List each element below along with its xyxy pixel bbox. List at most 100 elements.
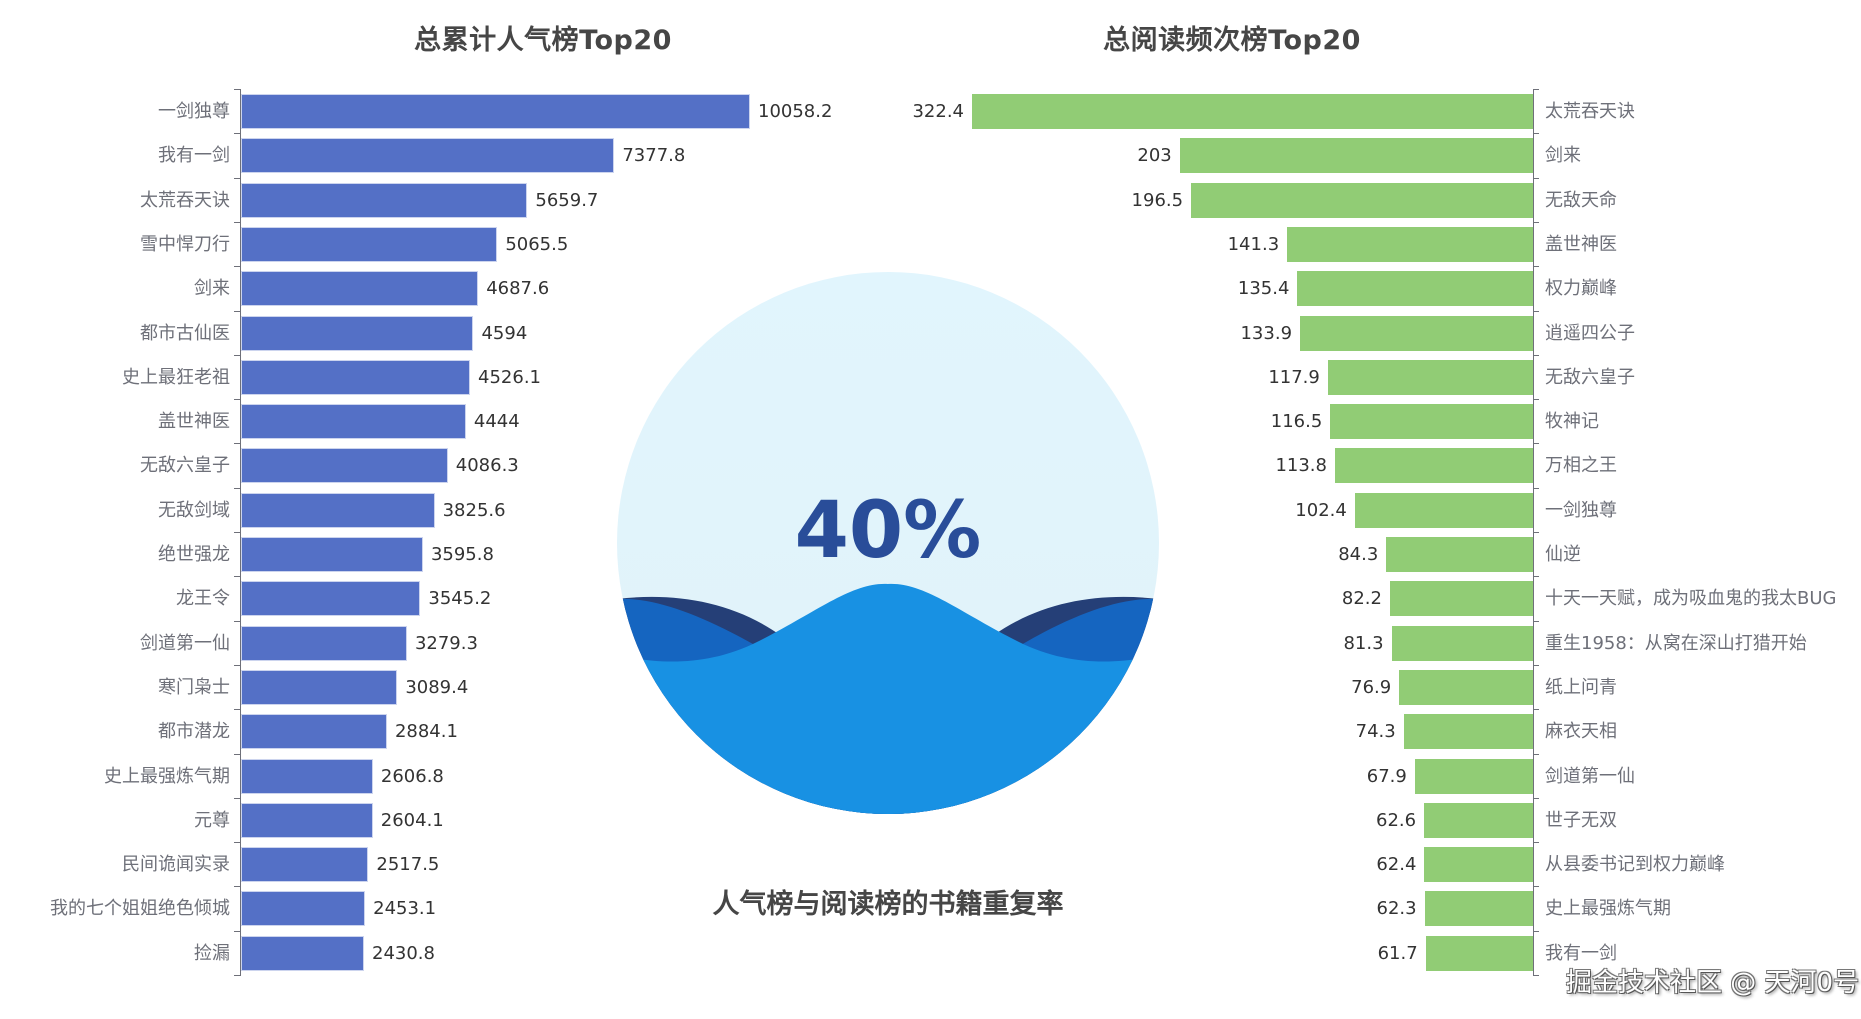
- bar[interactable]: [972, 94, 1533, 129]
- table-row: 133.9 逍遥四公子: [0, 311, 1861, 356]
- category-label: 牧神记: [1545, 411, 1599, 433]
- table-row: 74.3 麻衣天相: [0, 709, 1861, 754]
- value-label: 2884.1: [394, 721, 458, 743]
- value-label: 4687.6: [486, 278, 550, 300]
- category-label: 都市古仙医: [140, 322, 230, 344]
- axis-tick: [234, 620, 240, 622]
- category-label: 雪中悍刀行: [140, 233, 230, 255]
- table-row: 84.3 仙逆: [0, 532, 1861, 577]
- bar[interactable]: [241, 537, 423, 572]
- bar[interactable]: [241, 669, 398, 705]
- bar[interactable]: [1327, 359, 1533, 395]
- table-row: 116.5 牧神记: [0, 399, 1861, 444]
- category-label: 从县委书记到权力巅峰: [1545, 854, 1725, 876]
- value-label: 3545.2: [428, 588, 492, 610]
- value-label: 62.4: [1376, 854, 1417, 876]
- bar[interactable]: [1425, 935, 1533, 971]
- table-row: 82.2 十天一天赋，成为吸血鬼的我太BUG: [0, 576, 1861, 621]
- bar[interactable]: [1334, 448, 1533, 484]
- bar[interactable]: [1424, 891, 1533, 927]
- bar[interactable]: [1300, 315, 1533, 351]
- axis-tick: [1533, 310, 1539, 312]
- bar[interactable]: [241, 581, 421, 617]
- axis-tick: [234, 576, 240, 578]
- category-label: 剑道第一仙: [140, 632, 230, 654]
- table-row: 无敌六皇子 4086.3: [0, 443, 900, 488]
- table-row: 民间诡闻实录 2517.5: [0, 842, 900, 887]
- bar[interactable]: [241, 758, 373, 794]
- bar[interactable]: [241, 138, 615, 174]
- axis-tick: [234, 354, 240, 356]
- value-label: 141.3: [1227, 233, 1280, 255]
- bar[interactable]: [1414, 758, 1533, 794]
- bar[interactable]: [1391, 625, 1533, 661]
- table-row: 113.8 万相之王: [0, 443, 1861, 488]
- bar[interactable]: [1297, 271, 1533, 307]
- bar[interactable]: [1399, 669, 1533, 705]
- bar[interactable]: [241, 492, 435, 528]
- bar[interactable]: [241, 935, 364, 971]
- bar[interactable]: [1403, 714, 1533, 750]
- axis-tick: [1533, 664, 1539, 666]
- bar[interactable]: [241, 802, 373, 838]
- bar[interactable]: [241, 315, 474, 351]
- category-label: 权力巅峰: [1545, 278, 1617, 300]
- axis-tick: [234, 266, 240, 268]
- bar[interactable]: [1330, 404, 1533, 440]
- axis-tick: [1533, 399, 1539, 401]
- category-label: 龙王令: [176, 588, 230, 610]
- category-label: 麻衣天相: [1545, 721, 1617, 743]
- bar[interactable]: [1424, 847, 1533, 883]
- bar[interactable]: [1287, 226, 1533, 262]
- axis-tick: [1533, 443, 1539, 445]
- bar[interactable]: [1386, 537, 1533, 572]
- category-label: 史上最强炼气期: [1545, 898, 1671, 920]
- bar[interactable]: [241, 271, 479, 307]
- bar[interactable]: [241, 94, 750, 129]
- bar[interactable]: [241, 847, 369, 883]
- bar[interactable]: [241, 625, 407, 661]
- category-label: 都市潜龙: [158, 721, 230, 743]
- table-row: 我有一剑 7377.8: [0, 133, 900, 178]
- category-label: 史上最狂老祖: [122, 366, 230, 388]
- table-row: 81.3 重生1958：从窝在深山打猎开始: [0, 621, 1861, 666]
- bar[interactable]: [241, 714, 387, 750]
- axis-tick: [234, 310, 240, 312]
- bar[interactable]: [241, 404, 466, 440]
- table-row: 203 剑来: [0, 133, 1861, 178]
- value-label: 3595.8: [430, 544, 494, 565]
- axis-tick: [234, 532, 240, 533]
- value-label: 135.4: [1237, 278, 1290, 300]
- bar[interactable]: [1179, 138, 1533, 174]
- category-label: 绝世强龙: [158, 544, 230, 565]
- table-row: 史上最狂老祖 4526.1: [0, 355, 900, 400]
- category-label: 一剑独尊: [158, 101, 230, 122]
- category-label: 无敌天命: [1545, 189, 1617, 211]
- value-label: 2606.8: [380, 765, 444, 787]
- bar[interactable]: [241, 226, 498, 262]
- category-label: 寒门枭士: [158, 676, 230, 698]
- bar[interactable]: [1191, 182, 1533, 218]
- value-label: 81.3: [1343, 632, 1384, 654]
- axis-tick: [234, 89, 240, 90]
- value-label: 203: [1137, 145, 1172, 167]
- value-label: 61.7: [1377, 942, 1418, 964]
- category-label: 元尊: [194, 809, 230, 831]
- category-label: 纸上问青: [1545, 676, 1617, 698]
- category-label: 重生1958：从窝在深山打猎开始: [1545, 632, 1807, 654]
- category-label: 十天一天赋，成为吸血鬼的我太BUG: [1545, 588, 1837, 610]
- bar[interactable]: [241, 359, 471, 395]
- value-label: 84.3: [1338, 544, 1379, 565]
- bar[interactable]: [241, 182, 528, 218]
- axis-tick: [1533, 177, 1539, 179]
- bar[interactable]: [1389, 581, 1533, 617]
- table-row: 捡漏 2430.8: [0, 931, 900, 976]
- bar[interactable]: [241, 891, 366, 927]
- category-label: 世子无双: [1545, 809, 1617, 831]
- value-label: 4526.1: [478, 366, 542, 388]
- bar[interactable]: [1354, 492, 1533, 528]
- bar[interactable]: [1424, 802, 1533, 838]
- category-label: 民间诡闻实录: [122, 854, 230, 876]
- left-y-axis: [240, 89, 241, 976]
- bar[interactable]: [241, 448, 448, 484]
